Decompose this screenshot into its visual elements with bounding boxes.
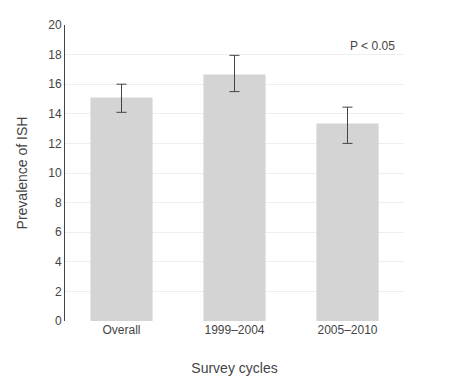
svg-text:2005–2010: 2005–2010 <box>317 323 377 337</box>
svg-text:Overall: Overall <box>102 323 140 337</box>
svg-text:P < 0.05: P < 0.05 <box>350 39 395 53</box>
svg-text:Survey cycles: Survey cycles <box>191 360 277 376</box>
svg-text:0: 0 <box>55 314 62 328</box>
svg-text:2: 2 <box>55 285 62 299</box>
svg-text:1999–2004: 1999–2004 <box>204 323 264 337</box>
svg-text:10: 10 <box>48 166 62 180</box>
svg-text:4: 4 <box>55 255 62 269</box>
svg-text:8: 8 <box>55 196 62 210</box>
svg-text:18: 18 <box>48 48 62 62</box>
svg-text:Prevalence of ISH: Prevalence of ISH <box>14 117 30 230</box>
svg-text:20: 20 <box>48 18 62 32</box>
svg-text:14: 14 <box>48 107 62 121</box>
svg-text:6: 6 <box>55 225 62 239</box>
svg-text:16: 16 <box>48 77 62 91</box>
svg-text:12: 12 <box>48 137 62 151</box>
